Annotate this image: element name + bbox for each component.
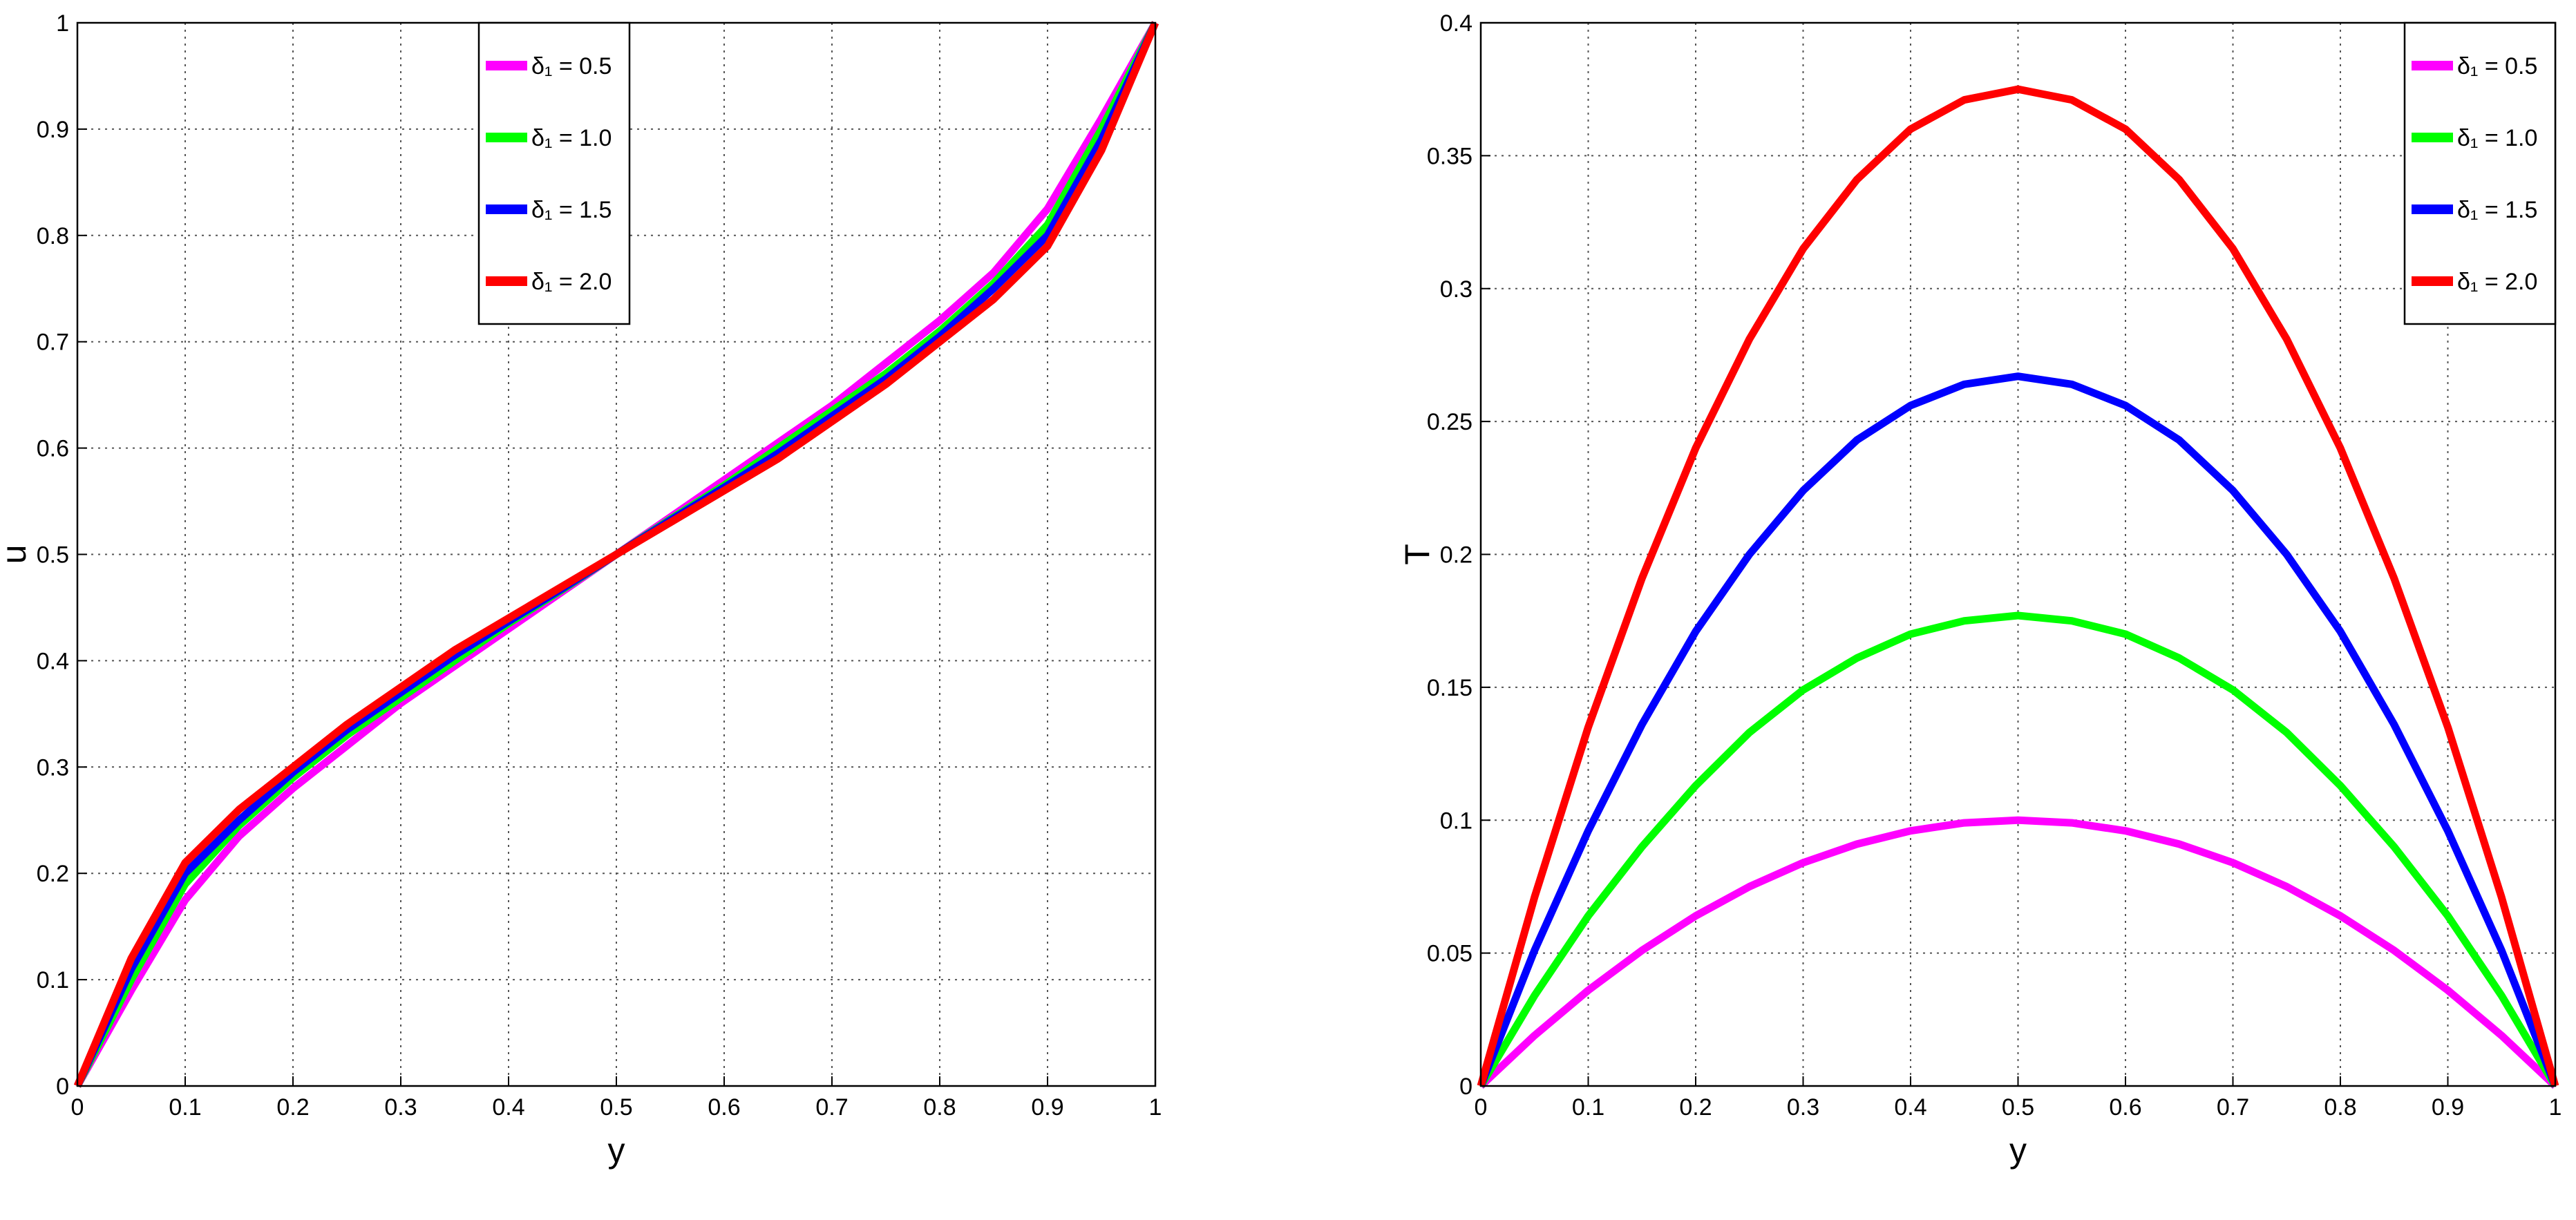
- y-tick-label: 0.15: [1427, 675, 1472, 701]
- axes-frame: [1479, 21, 2557, 1087]
- x-tick-label: 0.9: [2432, 1094, 2464, 1121]
- y-tick-label: 1: [56, 10, 69, 37]
- legend: δ₁ = 0.5 δ₁ = 1.0 δ₁ = 1.5 δ₁ = 2.0: [477, 21, 631, 325]
- x-tick-label: 0.2: [276, 1094, 309, 1121]
- y-tick-label: 0.6: [37, 436, 69, 462]
- y-axis-label: T: [1398, 544, 1437, 565]
- y-tick-label: 0.25: [1427, 409, 1472, 435]
- x-tick-label: 0.7: [2217, 1094, 2249, 1121]
- y-tick-label: 0.05: [1427, 941, 1472, 967]
- x-tick-label: 0.5: [600, 1094, 632, 1121]
- x-tick-label: 0.9: [1031, 1094, 1063, 1121]
- x-tick-label: 0.8: [2324, 1094, 2356, 1121]
- x-tick-label: 0.3: [384, 1094, 417, 1121]
- legend-label: δ₁ = 2.0: [531, 269, 612, 295]
- legend-box: [477, 21, 631, 325]
- y-tick-label: 0.4: [1440, 10, 1472, 37]
- y-tick-label: 0.2: [37, 861, 69, 887]
- line-series: [1477, 611, 2559, 1088]
- y-tick-label: 0.35: [1427, 143, 1472, 169]
- x-tick-label: 0.1: [169, 1094, 201, 1121]
- x-tick-label: 0.4: [492, 1094, 524, 1121]
- x-tick-label: 0: [71, 1094, 84, 1121]
- legend-label: δ₁ = 1.5: [531, 197, 612, 223]
- y-tick-label: 0.1: [37, 967, 69, 993]
- x-tick-label: 1: [1149, 1094, 1162, 1121]
- line-series: [1478, 816, 2558, 1089]
- x-tick-label: 0.8: [923, 1094, 956, 1121]
- y-tick-label: 0.5: [37, 542, 69, 569]
- legend-label: δ₁ = 2.0: [2457, 269, 2537, 295]
- legend-label: δ₁ = 0.5: [531, 53, 612, 79]
- y-tick-label: 0.8: [37, 223, 69, 249]
- line-series: [1477, 372, 2559, 1088]
- line-series: [1477, 85, 2559, 1087]
- y-tick-label: 0.1: [1440, 808, 1472, 834]
- y-tick-label: 0: [56, 1074, 69, 1100]
- y-tick-label: 0.4: [37, 648, 69, 674]
- y-tick-label: 0.3: [37, 754, 69, 781]
- x-tick-label: 0.4: [1894, 1094, 1926, 1121]
- y-axis-label: u: [0, 545, 33, 564]
- x-axis-label: y: [2009, 1131, 2027, 1170]
- legend-label: δ₁ = 1.0: [2457, 125, 2537, 151]
- x-tick-label: 0.5: [2002, 1094, 2034, 1121]
- x-tick-label: 0.3: [1787, 1094, 1819, 1121]
- x-tick-label: 0.7: [815, 1094, 848, 1121]
- legend-label: δ₁ = 1.5: [2457, 197, 2537, 223]
- y-tick-label: 0: [1459, 1074, 1472, 1100]
- legend: δ₁ = 0.5 δ₁ = 1.0 δ₁ = 1.5 δ₁ = 2.0: [2403, 21, 2557, 325]
- x-axis-label: y: [608, 1131, 625, 1170]
- line-series: [73, 21, 1159, 1088]
- x-tick-label: 0.2: [1679, 1094, 1712, 1121]
- legend-box: [2403, 21, 2557, 325]
- legend-label: δ₁ = 1.0: [531, 125, 612, 151]
- x-tick-label: 0.6: [2109, 1094, 2141, 1121]
- x-tick-label: 0: [1475, 1094, 1488, 1121]
- y-tick-label: 0.3: [1440, 276, 1472, 303]
- x-tick-label: 1: [2549, 1094, 2562, 1121]
- y-tick-label: 0.9: [37, 117, 69, 143]
- y-tick-label: 0.2: [1440, 542, 1472, 569]
- legend-label: δ₁ = 0.5: [2457, 53, 2537, 79]
- y-tick-label: 0.7: [37, 330, 69, 356]
- x-tick-label: 0.1: [1572, 1094, 1604, 1121]
- x-tick-label: 0.6: [708, 1094, 740, 1121]
